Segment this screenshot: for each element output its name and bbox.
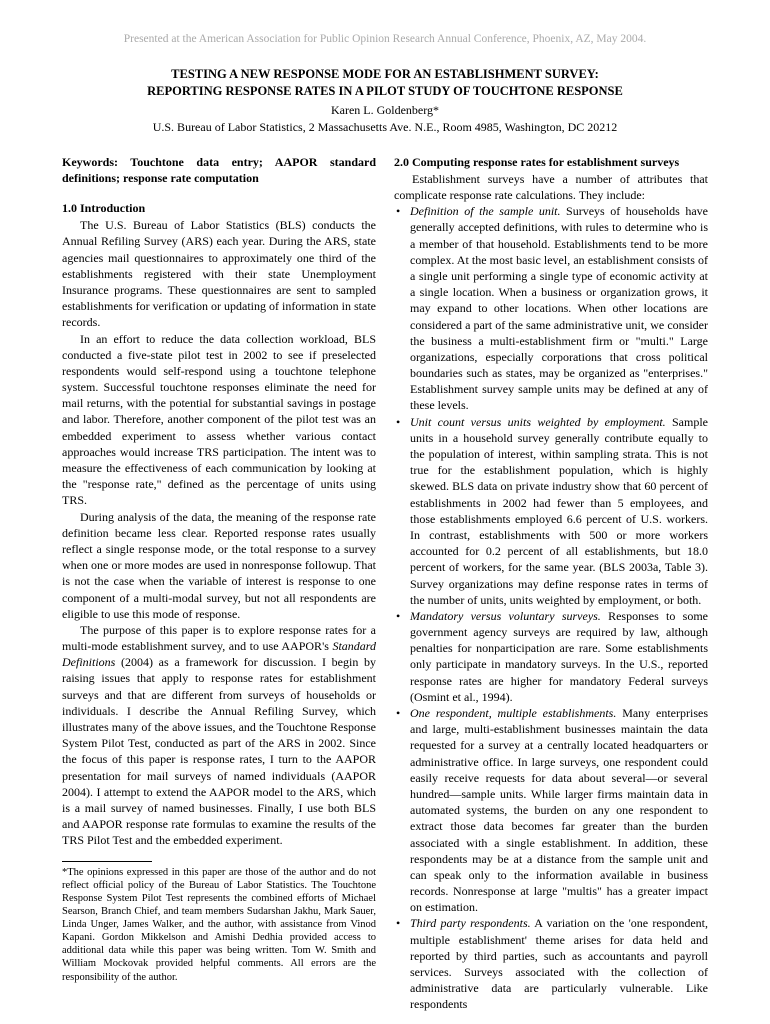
section2-heading: 2.0 Computing response rates for establi… — [394, 154, 708, 170]
paper-title-line2: REPORTING RESPONSE RATES IN A PILOT STUD… — [62, 83, 708, 100]
paper-title-line1: TESTING A NEW RESPONSE MODE FOR AN ESTAB… — [62, 66, 708, 83]
intro-para-3: During analysis of the data, the meaning… — [62, 509, 376, 622]
bullet-item: Mandatory versus voluntary surveys. Resp… — [394, 608, 708, 705]
two-column-body: Keywords: Touchtone data entry; AAPOR st… — [62, 154, 708, 1013]
bullet-item: Definition of the sample unit. Surveys o… — [394, 203, 708, 413]
bullet-item: One respondent, multiple establishments.… — [394, 705, 708, 915]
footnote-text: *The opinions expressed in this paper ar… — [62, 866, 376, 984]
keywords-heading: Keywords: Touchtone data entry; AAPOR st… — [62, 154, 376, 186]
left-column: Keywords: Touchtone data entry; AAPOR st… — [62, 154, 376, 1013]
intro-para-4: The purpose of this paper is to explore … — [62, 622, 376, 849]
intro-heading: 1.0 Introduction — [62, 200, 376, 216]
footnote-rule — [62, 861, 152, 862]
affiliation-line: U.S. Bureau of Labor Statistics, 2 Massa… — [62, 119, 708, 135]
bullet-list: Definition of the sample unit. Surveys o… — [394, 203, 708, 1012]
intro-para-1: The U.S. Bureau of Labor Statistics (BLS… — [62, 217, 376, 330]
right-column: 2.0 Computing response rates for establi… — [394, 154, 708, 1013]
section2-intro: Establishment surveys have a number of a… — [394, 171, 708, 203]
author-line: Karen L. Goldenberg* — [62, 102, 708, 118]
conference-line: Presented at the American Association fo… — [62, 32, 708, 48]
bullet-item: Unit count versus units weighted by empl… — [394, 414, 708, 608]
bullet-item: Third party respondents. A variation on … — [394, 915, 708, 1012]
intro-para-2: In an effort to reduce the data collecti… — [62, 331, 376, 509]
